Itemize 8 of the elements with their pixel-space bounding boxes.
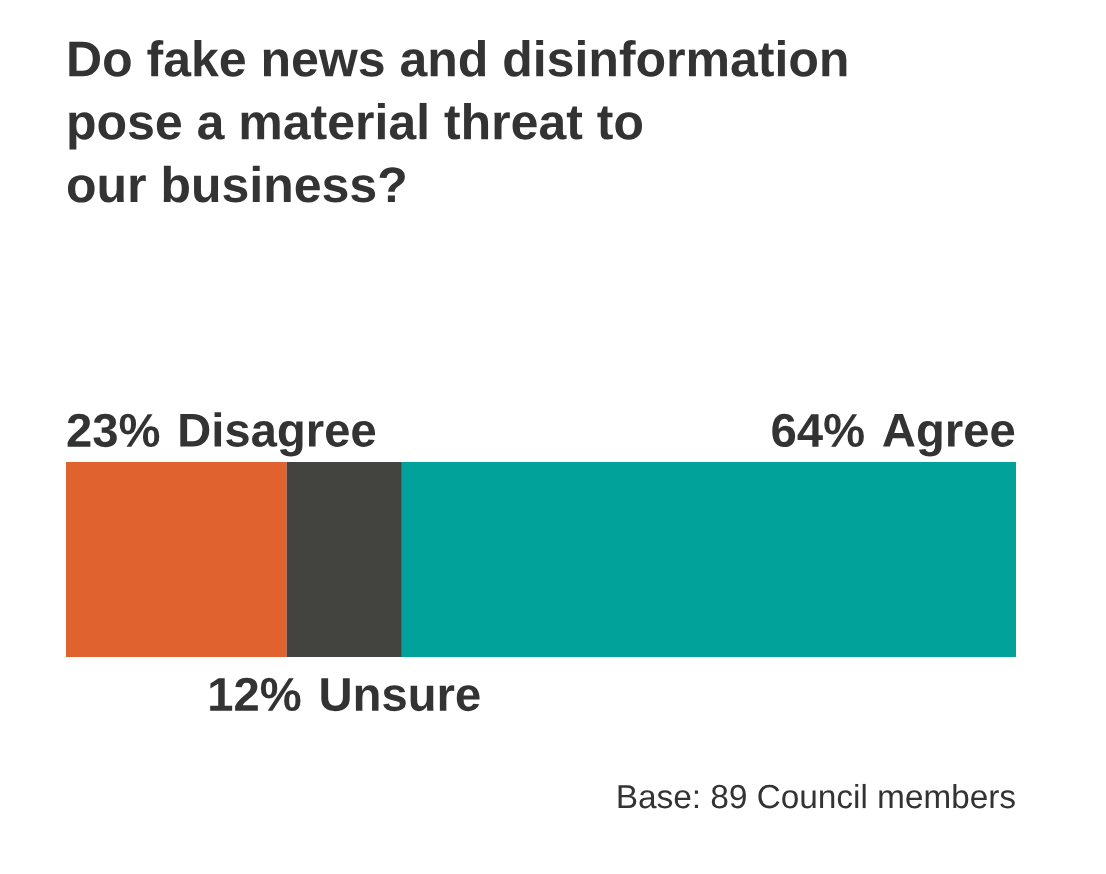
- text: Base: 89 Council members: [618, 783, 1015, 809]
- series-label: Unsure: [321, 678, 480, 712]
- data-label: 23%: [67, 413, 160, 448]
- data-label: 64%: [772, 413, 864, 448]
- data-label: 12%: [210, 677, 301, 712]
- series-label: Disagree: [180, 412, 376, 457]
- series-label: Agree: [883, 413, 1015, 457]
- chart-title: Do fake news and disinformation pose a material threat to our business?: [67, 40, 847, 203]
